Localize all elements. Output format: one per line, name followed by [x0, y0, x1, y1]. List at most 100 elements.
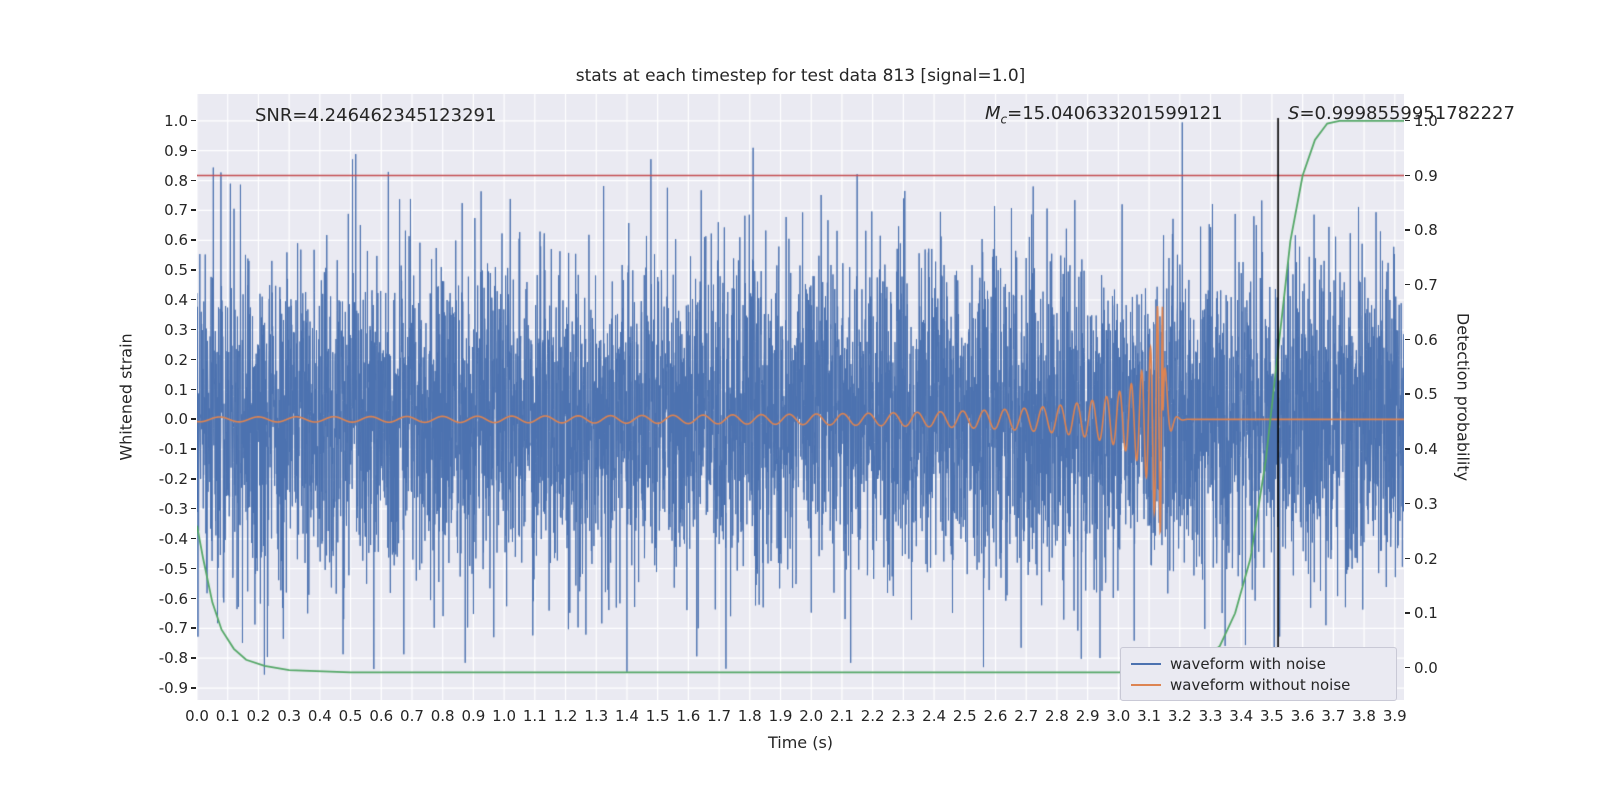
x-tick-label: 1.4 [615, 707, 639, 725]
y-tick-mark-left [191, 567, 196, 570]
x-tick-label: 1.2 [553, 707, 578, 725]
x-tick-label: 1.7 [707, 707, 732, 725]
x-tick-label: 3.2 [1167, 707, 1192, 725]
y-tick-label-right: 0.2 [1414, 549, 1438, 568]
y-tick-label-left: -0.9 [158, 679, 188, 698]
x-tick-label: 0.7 [400, 707, 424, 725]
x-tick-label: 1.3 [584, 707, 609, 725]
annotation-mc-value: =15.040633201599121 [1007, 103, 1223, 124]
x-tick-label: 1.8 [737, 707, 762, 725]
annotation-s-symbol: S [1288, 103, 1300, 124]
legend: waveform with noise waveform without noi… [1120, 647, 1397, 701]
annotation-snr: SNR=4.246462345123291 [255, 105, 496, 126]
y-tick-label-left: -0.2 [158, 470, 188, 489]
y-tick-mark-left [191, 328, 196, 331]
annotation-statistic: S=0.9998559951782227 [1288, 103, 1515, 124]
annotation-snr-value: =4.246462345123291 [292, 105, 497, 126]
x-tick-label: 3.0 [1106, 707, 1131, 725]
y-tick-mark-right [1405, 283, 1410, 286]
y-tick-label-right: 1.0 [1414, 111, 1438, 130]
legend-line-waveform-without-noise [1131, 683, 1161, 686]
annotation-mc-subscript: c [1000, 112, 1008, 127]
y-tick-label-left: -0.3 [158, 499, 188, 518]
y-tick-mark-right [1405, 393, 1410, 395]
y-tick-label-left: 0.5 [164, 261, 188, 280]
legend-label-waveform-with-noise: waveform with noise [1170, 654, 1326, 673]
legend-item-waveform-with-noise: waveform with noise [1131, 653, 1386, 674]
y-tick-label-right: 0.6 [1414, 330, 1438, 349]
y-tick-mark-right [1405, 229, 1410, 231]
chart-canvas [197, 94, 1404, 700]
y-tick-mark-right [1405, 502, 1410, 505]
y-tick-mark-left [191, 298, 196, 301]
x-tick-label: 0.6 [369, 707, 394, 725]
y-tick-mark-right [1405, 557, 1410, 560]
y-tick-label-left: 0.1 [164, 380, 188, 399]
x-tick-label: 1.6 [676, 707, 701, 725]
legend-line-waveform-with-noise [1131, 662, 1161, 665]
x-tick-label: 2.7 [1014, 707, 1039, 725]
x-tick-label: 1.9 [768, 707, 793, 725]
y-tick-mark-left [191, 179, 196, 182]
x-tick-label: 0.3 [277, 707, 302, 725]
y-tick-mark-left [191, 627, 196, 629]
x-tick-label: 2.3 [891, 707, 916, 725]
y-tick-label-right: 0.5 [1414, 385, 1438, 404]
x-tick-label: 1.5 [645, 707, 670, 725]
y-tick-mark-left [191, 597, 196, 599]
annotation-chirp-mass: Mc=15.040633201599121 [985, 103, 1223, 127]
y-tick-mark-right [1405, 666, 1410, 669]
y-tick-mark-right [1405, 612, 1410, 614]
x-tick-label: 3.4 [1229, 707, 1254, 725]
x-axis-label: Time (s) [767, 733, 834, 752]
y-tick-label-left: 1.0 [164, 111, 188, 130]
y-axis-label-left: Whitened strain [116, 333, 136, 461]
y-tick-label-right: 0.8 [1414, 221, 1438, 240]
y-axis-label-right: Detection probability [1453, 312, 1473, 482]
y-tick-label-right: 0.4 [1414, 440, 1438, 459]
chart-title: stats at each timestep for test data 813… [575, 66, 1026, 86]
annotation-s-value: =0.9998559951782227 [1299, 103, 1515, 124]
x-tick-label: 2.2 [860, 707, 885, 725]
y-tick-label-right: 0.3 [1414, 494, 1438, 513]
y-tick-mark-left [191, 388, 196, 391]
y-tick-label-right: 0.1 [1414, 604, 1438, 623]
y-tick-mark-left [191, 448, 196, 450]
x-tick-label: 0.0 [185, 707, 209, 725]
x-tick-label: 3.7 [1321, 707, 1346, 725]
y-tick-mark-left [191, 537, 196, 540]
x-tick-label: 2.5 [952, 707, 977, 725]
x-tick-label: 3.9 [1382, 707, 1407, 725]
x-tick-label: 0.1 [215, 707, 240, 725]
y-tick-mark-left [191, 358, 196, 361]
legend-label-waveform-without-noise: waveform without noise [1170, 675, 1351, 694]
annotation-mc-symbol: M [985, 103, 1001, 124]
x-tick-label: 0.4 [307, 707, 332, 725]
y-tick-mark-right [1405, 448, 1410, 450]
y-tick-mark-left [191, 149, 196, 152]
y-tick-label-left: -0.8 [158, 649, 188, 668]
y-tick-mark-right [1405, 338, 1410, 341]
x-tick-label: 3.5 [1259, 707, 1284, 725]
x-tick-label: 2.4 [922, 707, 947, 725]
y-tick-label-left: -0.7 [158, 619, 188, 638]
annotation-snr-label: SNR [255, 105, 293, 126]
y-tick-mark-left [191, 687, 196, 689]
x-tick-label: 2.0 [799, 707, 824, 725]
y-tick-mark-left [191, 209, 196, 211]
x-tick-label: 3.6 [1290, 707, 1315, 725]
x-tick-label: 3.3 [1198, 707, 1223, 725]
y-tick-label-left: 0.0 [164, 410, 188, 429]
y-tick-mark-right [1405, 174, 1410, 177]
y-tick-label-left: 0.9 [164, 141, 188, 160]
y-tick-mark-left [191, 418, 196, 420]
x-tick-label: 0.2 [246, 707, 271, 725]
y-tick-label-right: 0.7 [1414, 275, 1438, 294]
x-tick-label: 3.1 [1137, 707, 1161, 725]
y-tick-mark-left [191, 657, 196, 659]
y-tick-mark-left [191, 478, 196, 480]
y-tick-label-left: 0.6 [164, 231, 188, 250]
y-tick-label-left: -0.1 [158, 440, 188, 459]
x-tick-label: 1.1 [522, 707, 547, 725]
